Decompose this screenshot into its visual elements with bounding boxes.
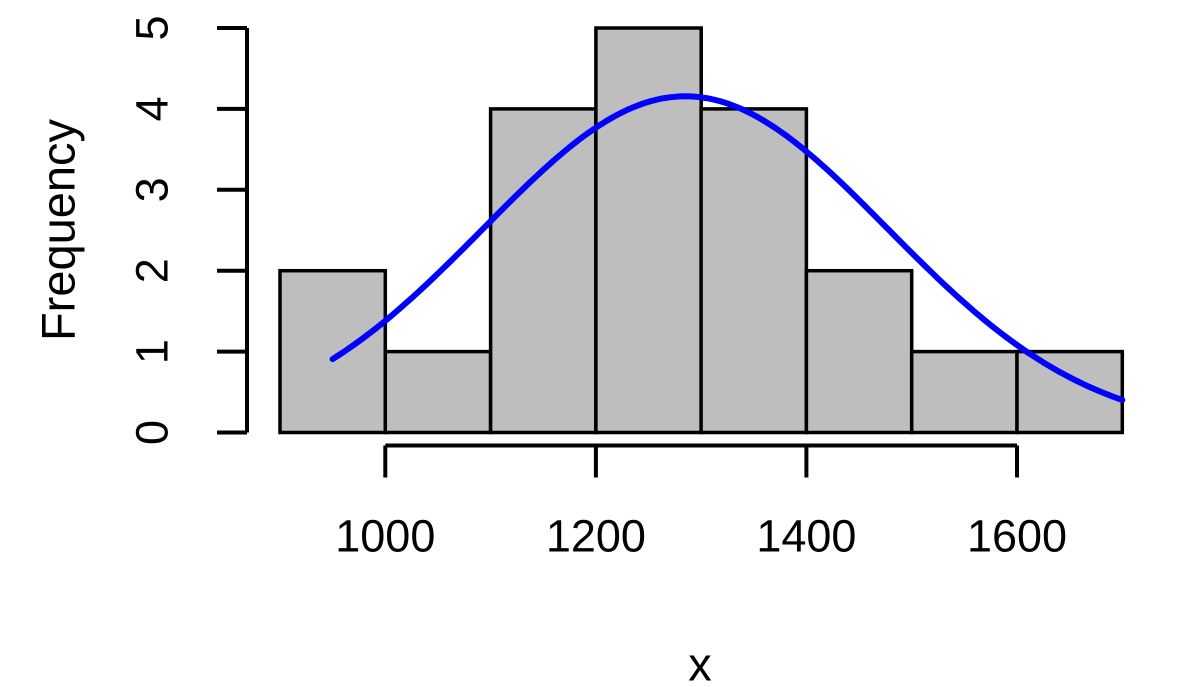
x-axis-label: x [688, 638, 712, 687]
x-tick-label: 1000 [335, 511, 435, 562]
y-tick-label: 0 [127, 420, 178, 445]
y-tick-label: 3 [127, 177, 178, 202]
histogram-bar [278, 268, 388, 435]
x-tick-label: 1400 [756, 511, 856, 562]
y-tick-label: 5 [127, 15, 178, 40]
histogram-bar [909, 349, 1019, 435]
y-tick-label: 2 [127, 258, 178, 283]
histogram-bar [699, 107, 809, 435]
histogram-bar [594, 26, 703, 435]
normal-curve [329, 93, 1126, 403]
x-tick-label: 1600 [967, 511, 1067, 562]
x-tick-label: 1200 [546, 511, 646, 562]
y-axis-label: Frequency [32, 118, 85, 341]
histogram-bar [383, 349, 493, 435]
histogram-bar [804, 268, 914, 435]
y-tick-label: 1 [127, 339, 178, 364]
histogram-bar [488, 107, 598, 435]
y-tick-label: 4 [127, 96, 178, 121]
